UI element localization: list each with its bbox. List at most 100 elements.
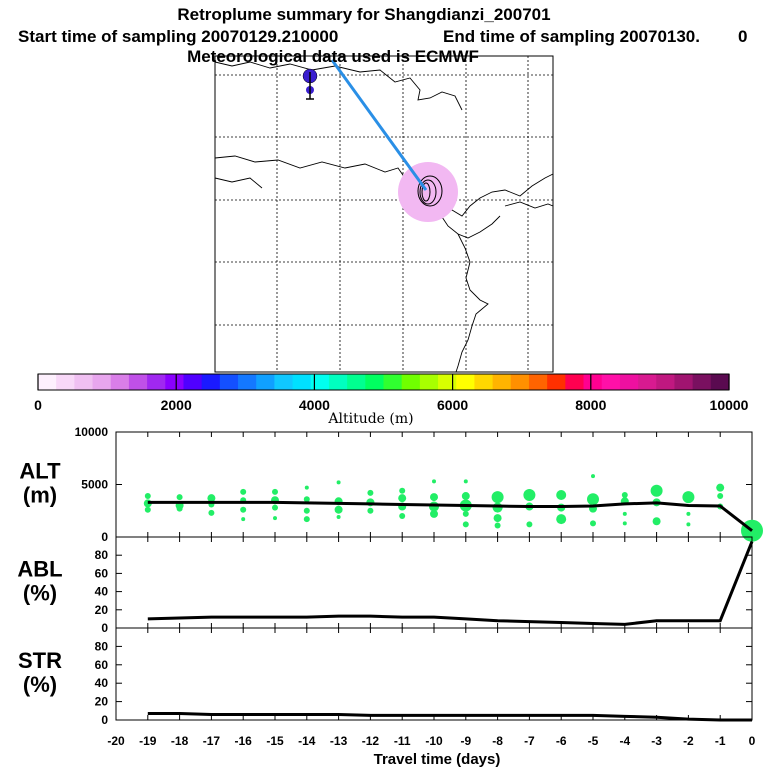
str-ylabel: STR — [18, 648, 62, 673]
colorbar-swatch — [656, 374, 676, 390]
x-tick-label: -10 — [425, 734, 443, 748]
colorbar-swatch — [183, 374, 203, 390]
alt-y-tick-label: 0 — [101, 530, 108, 544]
alt-data-point — [587, 493, 599, 506]
alt-data-point — [144, 493, 151, 500]
str-y-tick-label: 40 — [95, 676, 109, 690]
alt-data-point — [494, 522, 501, 529]
alt-data-point — [144, 506, 151, 513]
colorbar-swatch — [310, 374, 330, 390]
alt-data-point — [273, 516, 277, 521]
x-tick-label: -8 — [492, 734, 503, 748]
alt-data-point — [686, 511, 691, 516]
alt-y-tick-label: 10000 — [75, 425, 109, 439]
abl-y-tick-label: 20 — [95, 603, 109, 617]
alt-data-point — [241, 517, 246, 522]
alt-data-point — [523, 489, 536, 501]
colorbar-swatch — [292, 374, 312, 390]
str-y-tick-label: 0 — [101, 713, 108, 727]
x-tick-label: -4 — [619, 734, 630, 748]
alt-data-point — [208, 509, 215, 516]
str-y-tick-label: 20 — [95, 695, 109, 709]
alt-y-tick-label: 5000 — [81, 478, 108, 492]
colorbar-swatch — [147, 374, 166, 390]
colorbar-tick-label: 4000 — [299, 397, 330, 413]
alt-data-point — [207, 494, 216, 503]
colorbar-swatch — [710, 374, 730, 390]
alt-data-point — [493, 514, 502, 523]
title-start-time: Start time of sampling 20070129.210000 — [18, 27, 338, 46]
colorbar-swatch — [274, 374, 294, 390]
alt-data-point — [492, 502, 503, 513]
colorbar-swatch — [565, 374, 585, 390]
colorbar-swatch — [383, 374, 403, 390]
colorbar-swatch — [74, 374, 94, 390]
colorbar-swatch — [419, 374, 439, 390]
title-end-time: End time of sampling 20070130. — [443, 27, 700, 46]
alt-data-point — [430, 509, 438, 518]
x-tick-label: 0 — [749, 734, 756, 748]
alt-data-point — [717, 493, 724, 500]
abl-ylabel-unit: (%) — [23, 581, 57, 606]
x-tick-label: -2 — [683, 734, 694, 748]
x-tick-label: -9 — [460, 734, 471, 748]
alt-data-point — [526, 521, 533, 528]
alt-data-point — [686, 522, 691, 527]
map-panel — [214, 55, 554, 373]
alt-data-point — [304, 485, 309, 490]
alt-data-point — [590, 520, 596, 527]
map-coastlines — [214, 61, 554, 373]
x-tick-label: -20 — [107, 734, 125, 748]
alt-data-point — [272, 488, 278, 495]
alt-data-point — [491, 491, 504, 504]
colorbar-swatch — [510, 374, 530, 390]
colorbar-swatch — [601, 374, 621, 390]
x-tick-label: -14 — [298, 734, 316, 748]
abl-y-tick-label: 0 — [101, 621, 108, 635]
colorbar-swatch — [347, 374, 366, 390]
colorbar-swatch — [328, 374, 348, 390]
abl-y-tick-label: 60 — [95, 566, 109, 580]
colorbar-title: Altitude (m) — [327, 411, 413, 427]
alt-data-point — [334, 505, 343, 514]
alt-data-point — [682, 491, 695, 504]
colorbar-swatch — [238, 374, 257, 390]
colorbar-tick-label: 0 — [34, 397, 42, 413]
alt-ylabel-unit: (m) — [23, 483, 57, 508]
alt-data-point — [303, 507, 310, 514]
colorbar-tick-label: 6000 — [437, 397, 468, 413]
abl-line — [147, 540, 754, 626]
x-tick-label: -16 — [235, 734, 253, 748]
title-end-tail: 0 — [738, 27, 747, 46]
alt-data-point — [650, 484, 663, 497]
colorbar-swatch — [128, 374, 148, 390]
x-tick-label: -6 — [556, 734, 567, 748]
alt-data-point — [367, 507, 374, 514]
str-y-tick-label: 60 — [95, 658, 109, 672]
colorbar-swatch — [92, 374, 112, 390]
colorbar-tick-label: 2000 — [161, 397, 192, 413]
alt-data-point — [591, 474, 595, 479]
alt-data-point — [622, 511, 627, 516]
abl-panel: 0 20 40 60 80 ABL(%) — [17, 536, 754, 635]
alt-data-point — [240, 488, 247, 495]
alt-panel: 0 5000 10000 ALT(m) — [19, 425, 763, 544]
alt-data-point — [303, 496, 310, 503]
str-y-tick-label: 80 — [95, 639, 109, 653]
alt-data-point — [652, 517, 661, 526]
alt-data-point — [462, 521, 469, 528]
colorbar-swatch — [692, 374, 712, 390]
colorbar-swatch — [619, 374, 639, 390]
x-tick-label: -7 — [524, 734, 535, 748]
alt-data-point — [399, 513, 406, 519]
abl-y-tick-label: 40 — [95, 585, 109, 599]
alt-data-point — [462, 510, 469, 517]
alt-ylabel: ALT — [19, 459, 61, 484]
x-tick-label: -12 — [362, 734, 380, 748]
x-tick-label: -15 — [266, 734, 284, 748]
x-tick-label: -3 — [651, 734, 662, 748]
alt-data-point — [176, 494, 183, 501]
colorbar-swatch — [547, 374, 566, 390]
colorbar-swatch — [528, 374, 548, 390]
alt-data-point — [176, 505, 183, 512]
